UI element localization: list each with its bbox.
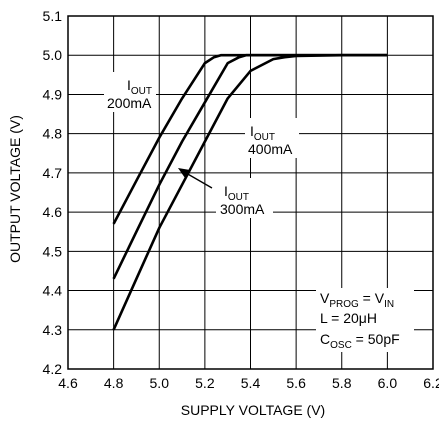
x-tick-label: 4.8 [104,375,124,391]
series-label-200ma-main: IOUT [127,77,152,97]
series-label-300ma-main: IOUT [224,183,249,203]
x-tick-label: 5.6 [286,375,306,391]
y-tick-label: 4.3 [43,322,63,338]
condition-vprog: VPROG = VIN [320,290,394,310]
condition-cosc: COSC = 50pF [320,331,400,351]
condition-inductance: L = 20μH [320,310,377,326]
y-tick-label: 4.5 [43,243,63,259]
y-tick-label: 4.6 [43,204,63,220]
series-label-400ma-value: 400mA [248,141,293,157]
series-label-400ma-main: IOUT [250,123,275,143]
x-tick-label: 5.4 [241,375,261,391]
label-bg-200ma [104,72,156,112]
conditions-bg [316,288,414,352]
arrow-line [185,172,213,189]
series-label-200ma-value: 200mA [107,95,152,111]
y-tick-labels: 4.2 4.3 4.4 4.5 4.6 4.7 4.8 4.9 5.0 5.1 [43,8,63,377]
y-tick-label: 4.9 [43,86,63,102]
y-tick-label: 4.4 [43,283,63,299]
x-axis-title: SUPPLY VOLTAGE (V) [181,402,325,418]
x-tick-label: 6.0 [378,375,398,391]
y-tick-label: 4.8 [43,126,63,142]
x-tick-label: 6.2 [423,375,439,391]
x-tick-labels: 4.6 4.8 5.0 5.2 5.4 5.6 5.8 6.0 6.2 [58,375,439,391]
label-bg-300ma [216,178,273,218]
arrow-head [178,168,190,178]
y-tick-label: 4.7 [43,165,63,181]
y-axis-title: OUTPUT VOLTAGE (V) [7,115,23,263]
series-curves [112,53,388,331]
y-tick-label: 4.2 [43,361,63,377]
series-label-300ma-value: 300mA [220,201,265,217]
y-tick-label: 5.1 [43,8,63,24]
label-bg-400ma [245,118,299,158]
series-line-400ma [112,53,388,331]
y-tick-label: 5.0 [43,47,63,63]
x-tick-label: 5.0 [150,375,170,391]
x-tick-label: 5.2 [195,375,215,391]
x-tick-label: 4.6 [58,375,78,391]
x-tick-label: 5.8 [332,375,352,391]
